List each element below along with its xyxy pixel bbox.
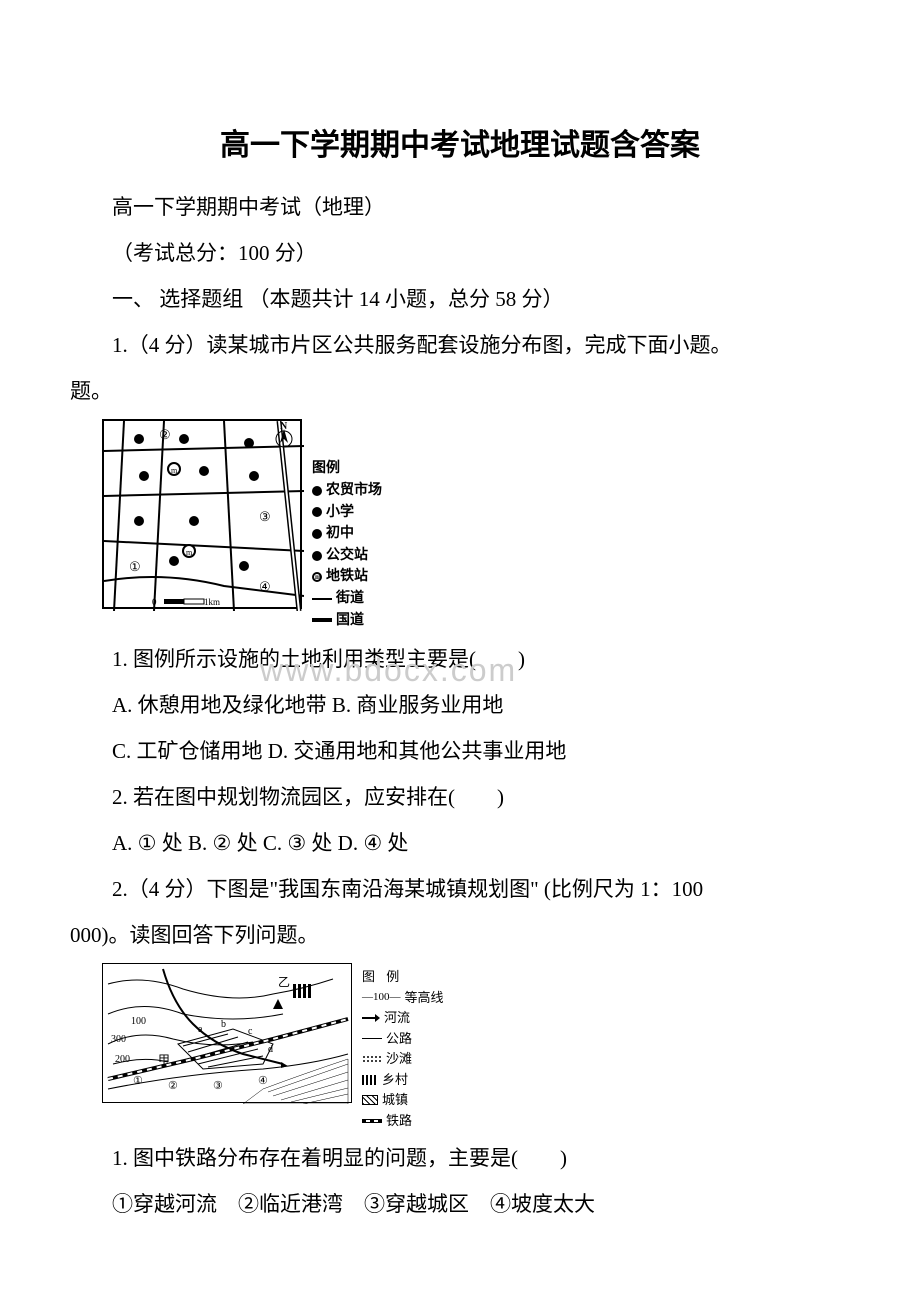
legend-village: 乡村: [382, 1070, 408, 1090]
village-icon: [362, 1075, 378, 1085]
svg-text:④: ④: [258, 1075, 268, 1087]
fig1-map: m m ① ② ③ ④ N 0 1km: [102, 419, 302, 609]
svg-text:乙: 乙: [278, 975, 290, 989]
road-icon: [362, 1038, 382, 1039]
legend-street: 街道: [336, 589, 364, 609]
q2-intro-b: 000)。读图回答下列问题。: [70, 916, 850, 956]
svg-text:m: m: [186, 548, 193, 557]
section-heading: 一、 选择题组 （本题共计 14 小题，总分 58 分）: [70, 280, 850, 320]
contour-icon: —100—: [362, 989, 401, 1006]
legend-market: 农贸市场: [326, 481, 382, 501]
svg-text:m: m: [171, 466, 178, 475]
page-title: 高一下学期期中考试地理试题含答案: [70, 120, 850, 164]
svg-text:a: a: [198, 1024, 203, 1035]
legend-national: 国道: [336, 611, 364, 631]
primary-icon: [312, 507, 322, 517]
fig1-legend: 图例 农贸市场 小学 初中 公交站 地铁站 街道 国道: [312, 419, 382, 632]
q1-optA: A. 休憩用地及绿化地带 B. 商业服务业用地: [70, 686, 850, 726]
river-icon: [362, 1014, 380, 1022]
legend-metro: 地铁站: [326, 567, 368, 587]
market-icon: [312, 486, 322, 496]
fig2-legend-title: 图 例: [362, 967, 444, 987]
subtitle: 高一下学期期中考试（地理）: [70, 188, 850, 228]
legend-title: 图例: [312, 459, 382, 479]
svg-text:200: 200: [115, 1054, 130, 1065]
fig2-map: 300 200 100 乙 甲 a b c: [102, 963, 352, 1103]
svg-text:0: 0: [152, 597, 157, 607]
metro-icon: [312, 572, 322, 582]
q1-intro: 1.（4 分）读某城市片区公共服务配套设施分布图，完成下面小题。: [70, 326, 850, 366]
legend-primary: 小学: [326, 503, 354, 523]
svg-text:②: ②: [159, 427, 171, 442]
q1-opt2: A. ① 处 B. ② 处 C. ③ 处 D. ④ 处: [70, 824, 850, 864]
street-icon: [312, 598, 332, 600]
national-road-icon: [312, 618, 332, 622]
q2-sub1: 1. 图中铁路分布存在着明显的问题，主要是( ): [70, 1139, 850, 1179]
figure-2: 300 200 100 乙 甲 a b c: [102, 963, 850, 1131]
total-score: （考试总分：100 分）: [70, 234, 850, 274]
svg-text:100: 100: [131, 1016, 146, 1027]
bus-icon: [312, 551, 322, 561]
svg-text:c: c: [248, 1026, 253, 1037]
q1-intro-text: 1.（4 分）读某城市片区公共服务配套设施分布图，完成下面小题。: [112, 333, 732, 357]
legend-road: 公路: [386, 1029, 412, 1049]
q2-options: ①穿越河流 ②临近港湾 ③穿越城区 ④坡度太大: [70, 1185, 850, 1225]
svg-text:①: ①: [129, 559, 141, 574]
fig2-legend: 图 例 —100—等高线 河流 公路 沙滩 乡村 城镇 铁路: [362, 963, 444, 1131]
svg-text:②: ②: [168, 1080, 178, 1092]
q1-optC: C. 工矿仓储用地 D. 交通用地和其他公共事业用地: [70, 732, 850, 772]
town-icon: [362, 1095, 378, 1105]
legend-town: 城镇: [382, 1090, 408, 1110]
svg-text:1km: 1km: [204, 597, 220, 607]
figure-1: m m ① ② ③ ④ N 0 1km 图例 农贸市场 小: [102, 419, 850, 632]
legend-bus: 公交站: [326, 546, 368, 566]
q1-sub1: 1. 图例所示设施的土地利用类型主要是( ): [70, 640, 850, 680]
legend-contour: 等高线: [405, 988, 444, 1008]
svg-text:③: ③: [259, 509, 271, 524]
svg-text:300: 300: [111, 1034, 126, 1045]
q1-sub2: 2. 若在图中规划物流园区，应安排在( ): [70, 778, 850, 818]
svg-text:①: ①: [133, 1075, 143, 1087]
svg-text:N: N: [280, 421, 288, 432]
legend-beach: 沙滩: [386, 1049, 412, 1069]
svg-text:④: ④: [259, 579, 271, 594]
legend-rail: 铁路: [386, 1111, 412, 1131]
middle-icon: [312, 529, 322, 539]
svg-text:b: b: [221, 1019, 226, 1030]
legend-river: 河流: [384, 1008, 410, 1028]
svg-text:d: d: [268, 1044, 273, 1055]
q1-intro-cont: 题。: [70, 372, 850, 412]
svg-text:③: ③: [213, 1080, 223, 1092]
rail-icon: [362, 1119, 382, 1123]
q2-intro-a: 2.（4 分）下图是"我国东南沿海某城镇规划图" (比例尺为 1：100: [70, 870, 850, 910]
legend-middle: 初中: [326, 524, 354, 544]
beach-icon: [362, 1055, 382, 1063]
